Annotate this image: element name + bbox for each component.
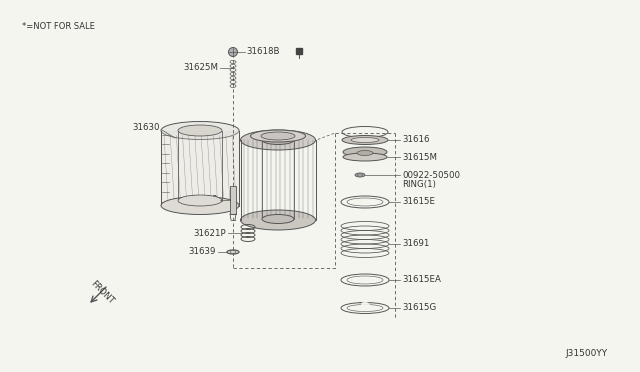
Text: 31625M: 31625M bbox=[183, 64, 218, 73]
Text: *=NOT FOR SALE: *=NOT FOR SALE bbox=[22, 22, 95, 31]
Text: 31639: 31639 bbox=[189, 247, 216, 257]
Text: 31618B: 31618B bbox=[246, 48, 280, 57]
Text: 31618: 31618 bbox=[191, 196, 218, 205]
Ellipse shape bbox=[358, 174, 362, 176]
Text: 31630: 31630 bbox=[132, 124, 160, 132]
Text: 31615M: 31615M bbox=[402, 153, 437, 161]
Ellipse shape bbox=[351, 138, 379, 142]
Ellipse shape bbox=[178, 195, 222, 206]
Ellipse shape bbox=[161, 196, 239, 215]
Ellipse shape bbox=[228, 48, 237, 57]
Text: 31691: 31691 bbox=[402, 240, 429, 248]
Ellipse shape bbox=[241, 130, 316, 150]
Ellipse shape bbox=[262, 135, 294, 144]
Text: 31616: 31616 bbox=[402, 135, 429, 144]
Text: RING(1): RING(1) bbox=[402, 180, 436, 189]
Text: 31615E: 31615E bbox=[402, 198, 435, 206]
Text: 00922-50500: 00922-50500 bbox=[402, 170, 460, 180]
Text: 31615EA: 31615EA bbox=[402, 276, 441, 285]
Text: 31615G: 31615G bbox=[402, 304, 436, 312]
Text: FRONT: FRONT bbox=[89, 279, 115, 305]
Ellipse shape bbox=[343, 153, 387, 161]
Ellipse shape bbox=[178, 125, 222, 136]
Ellipse shape bbox=[342, 135, 388, 144]
Ellipse shape bbox=[250, 130, 305, 142]
Text: J31500YY: J31500YY bbox=[565, 349, 607, 358]
Bar bbox=[230, 186, 236, 214]
Ellipse shape bbox=[357, 151, 373, 155]
Ellipse shape bbox=[343, 147, 387, 157]
Text: 31621P: 31621P bbox=[193, 228, 226, 237]
Ellipse shape bbox=[262, 215, 294, 224]
Ellipse shape bbox=[161, 122, 239, 140]
Ellipse shape bbox=[241, 210, 316, 230]
Ellipse shape bbox=[355, 173, 365, 177]
Ellipse shape bbox=[261, 132, 295, 140]
